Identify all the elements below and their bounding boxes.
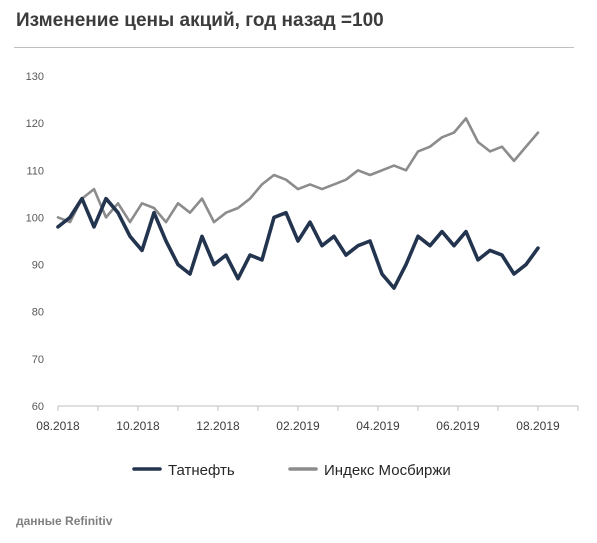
x-tick-label: 10.2018 bbox=[116, 419, 160, 433]
source-note: данные Refinitiv bbox=[16, 514, 113, 528]
y-tick-label: 120 bbox=[26, 118, 44, 130]
x-tick-label: 08.2019 bbox=[516, 419, 560, 433]
x-tick-label: 06.2019 bbox=[436, 419, 480, 433]
y-tick-label: 90 bbox=[32, 260, 44, 272]
legend-item-tatneft-label: Татнефть bbox=[168, 462, 235, 479]
y-tick-label: 100 bbox=[26, 212, 44, 224]
x-tick-label: 02.2019 bbox=[276, 419, 320, 433]
x-tick-label: 12.2018 bbox=[196, 419, 240, 433]
x-tick-label: 08.2018 bbox=[36, 419, 80, 433]
y-tick-label: 80 bbox=[32, 307, 44, 319]
series-line-moex-index bbox=[56, 117, 540, 224]
y-tick-label: 110 bbox=[26, 165, 44, 177]
chart-title: Изменение цены акций, год назад =100 bbox=[16, 10, 384, 31]
y-tick-label: 70 bbox=[32, 354, 44, 366]
series-line-tatneft bbox=[56, 196, 540, 290]
x-tick-label: 04.2019 bbox=[356, 419, 400, 433]
y-tick-label: 60 bbox=[32, 401, 44, 413]
line-chart: 60 70 80 90 100 110 120 130 08.2018 10.2018 12.20… bbox=[26, 71, 579, 479]
y-tick-label: 130 bbox=[26, 71, 44, 83]
legend-item-moex-index-label: Индекс Мосбиржи bbox=[324, 462, 451, 479]
title-divider bbox=[14, 47, 574, 48]
